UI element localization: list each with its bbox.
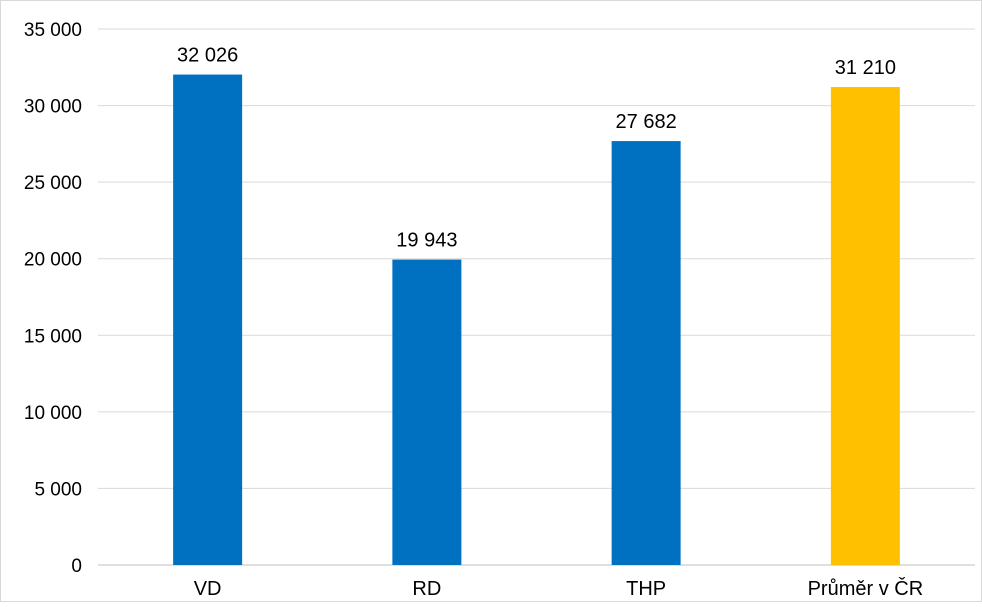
x-category-label: VD	[194, 578, 222, 600]
y-tick-label: 0	[71, 556, 82, 577]
y-tick-label: 20 000	[24, 250, 82, 271]
data-label: 31 210	[835, 57, 896, 79]
y-tick-label: 30 000	[24, 97, 82, 118]
y-tick-label: 35 000	[24, 20, 82, 41]
x-category-label: RD	[412, 578, 441, 600]
bar-1	[173, 74, 243, 566]
y-tick-label: 5 000	[34, 479, 82, 500]
data-label: 32 026	[177, 45, 238, 67]
bar-3	[611, 141, 681, 565]
y-tick-label: 25 000	[24, 173, 82, 194]
y-tick-label: 10 000	[24, 403, 82, 424]
x-axis-category-labels: VD RD THP Průměr v ČR	[194, 577, 923, 600]
bar-4	[830, 87, 900, 566]
gridlines	[98, 28, 975, 566]
x-category-label: Průměr v ČR	[808, 577, 924, 600]
x-category-label: THP	[626, 578, 666, 600]
y-axis-tick-labels: 0 5 000 10 000 15 000 20 000 25 000 30 000 35 0…	[24, 20, 82, 577]
data-label: 19 943	[396, 230, 457, 252]
data-labels: 32 026 19 943 27 682 31 210	[177, 45, 896, 252]
bars	[173, 74, 900, 566]
data-label: 27 682	[616, 111, 677, 133]
y-tick-label: 15 000	[24, 326, 82, 347]
bar-2	[392, 259, 462, 565]
